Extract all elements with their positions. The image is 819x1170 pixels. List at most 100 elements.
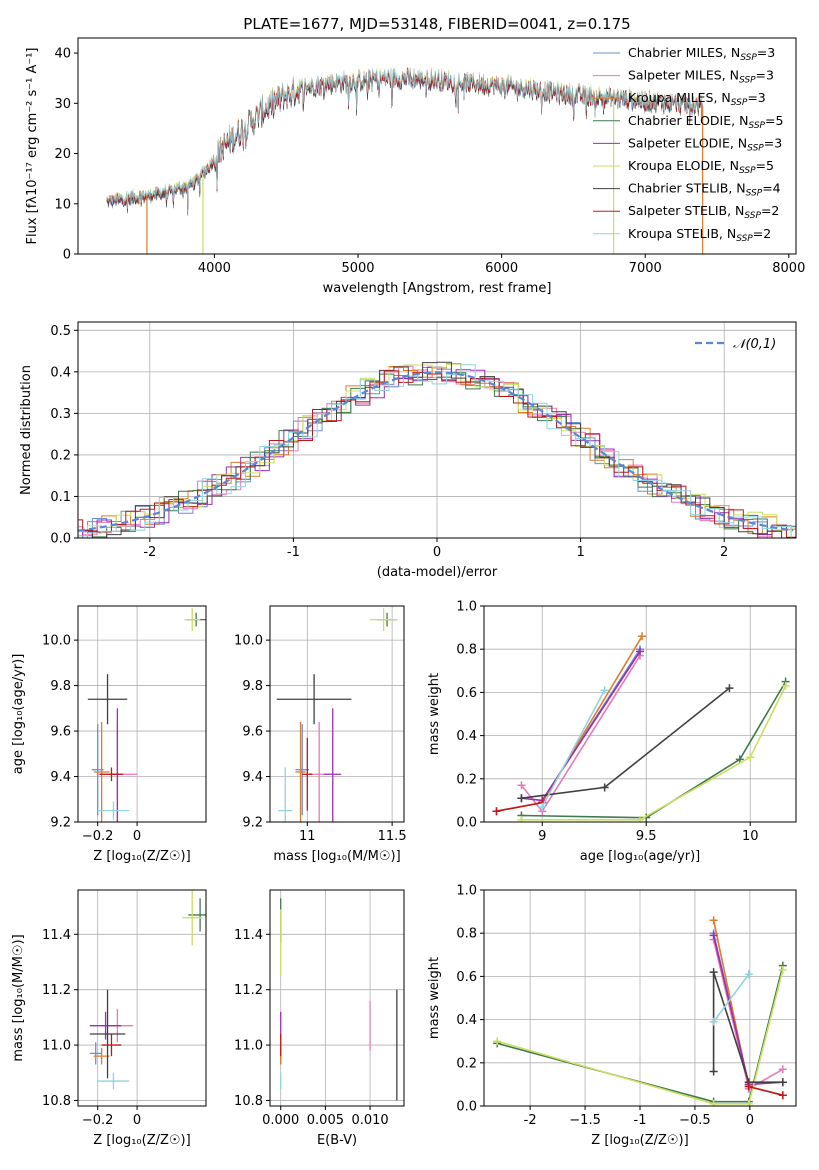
chart-residuals: -2 -1 0 1 2 0.0 0.1 0.2 0.3 0.4 0.5 (data-model)/er… [19, 321, 797, 580]
legend-label: Salpeter MILES, NSSP=3 [628, 68, 774, 86]
legend-label: Kroupa MILES, NSSP=3 [628, 90, 766, 108]
data-point-marker [778, 1091, 787, 1100]
x-tick-label: 8000 [772, 261, 805, 276]
y-tick-label: 10.8 [234, 1094, 263, 1109]
x-tick-label: -1 [287, 545, 300, 560]
x-tick-label: 7000 [629, 261, 662, 276]
histogram-chabrier_stelib [78, 361, 796, 538]
x-axis-label: age [log₁₀(age/yr)] [580, 849, 701, 864]
chart-mass_vs_Z: −0.2 0 10.8 11.0 11.2 11.4 Z [log₁₀(Z/Z☉)] mass… [11, 889, 207, 1148]
axes-frame [483, 889, 797, 1107]
series-salpeter_stelib [492, 798, 547, 816]
y-axis-label: mass weight [427, 673, 442, 755]
x-tick-label: 11 [299, 829, 316, 844]
series-salpeter_stelib [744, 1082, 787, 1100]
x-tick-label: -2 [524, 1113, 537, 1128]
data-point-marker [709, 1067, 718, 1076]
x-tick-label: 0.010 [351, 1113, 388, 1128]
data-point-marker [778, 1078, 787, 1087]
errorbar-point [324, 708, 342, 822]
x-axis-label: mass [log₁₀(M/M☉)] [273, 849, 400, 864]
x-tick-label: 11.5 [378, 829, 407, 844]
chart-age_vs_Z: −0.2 0 9.2 9.4 9.6 9.8 10.0 Z [log₁₀(Z/Z☉)] age … [11, 605, 207, 864]
axes-frame [77, 37, 797, 255]
chart-mass_vs_ebv: 0.000 0.005 0.010 10.8 11.0 11.2 11.4 E(B-V) [234, 889, 405, 1148]
data-point-marker [517, 781, 526, 790]
errorbar-point [184, 608, 201, 632]
y-tick-label: 0.6 [456, 686, 477, 701]
data-point-marker [725, 684, 734, 693]
x-tick-label: 0 [133, 829, 141, 844]
plot-area [280, 898, 398, 1101]
x-tick-label: −0.5 [679, 1113, 711, 1128]
y-tick-label: 11.4 [42, 928, 71, 943]
errorbar-point [182, 890, 203, 946]
axes-frame [77, 321, 797, 539]
y-tick-label: 10.0 [42, 634, 71, 649]
errorbar-point [89, 1011, 122, 1040]
y-tick-label: 0.2 [456, 1056, 477, 1071]
errorbar-point [93, 1047, 110, 1065]
series-line [521, 650, 641, 802]
x-tick-label: 0 [133, 1113, 141, 1128]
data-point-marker [744, 1082, 753, 1091]
y-tick-label: 1.0 [456, 600, 477, 615]
series-kroupa_elodie [493, 965, 787, 1106]
plot-area [493, 916, 787, 1106]
y-tick-label: 0.4 [456, 729, 477, 744]
series-line [521, 685, 787, 821]
y-tick-label: 10.0 [234, 634, 263, 649]
y-tick-label: 0.0 [50, 532, 71, 547]
series-kroupa_miles [709, 916, 787, 1100]
y-tick-label: 20 [54, 147, 71, 162]
gaussian-curve [78, 371, 794, 532]
y-tick-label: 10 [54, 197, 71, 212]
y-tick-label: 0.0 [456, 1100, 477, 1115]
y-tick-label: 11.2 [234, 983, 263, 998]
y-tick-label: 0.0 [456, 816, 477, 831]
errorbar-point [93, 721, 110, 822]
errorbar-point [97, 1072, 130, 1090]
histogram-salpeter_miles [78, 365, 796, 537]
x-axis-label: E(B-V) [317, 1133, 357, 1148]
y-tick-label: 0.4 [456, 1013, 477, 1028]
y-axis-label: Flux [fλ10⁻¹⁷ erg cm⁻² s⁻¹ A⁻¹] [25, 48, 40, 245]
y-tick-label: 9.8 [50, 679, 71, 694]
y-tick-label: 1.0 [456, 884, 477, 899]
data-point-marker [636, 815, 644, 822]
data-point-marker [636, 647, 644, 656]
series-line [712, 973, 750, 1023]
y-axis-label: mass [log₁₀(M/M☉)] [11, 934, 26, 1061]
series-salpeter_miles [517, 651, 644, 816]
x-tick-label: 0 [433, 545, 441, 560]
x-tick-label: 0.000 [262, 1113, 299, 1128]
series-kroupa_stelib [538, 686, 609, 811]
errorbar-point [295, 721, 306, 822]
legend: Chabrier MILES, NSSP=3 Salpeter MILES, NS… [593, 45, 783, 244]
errorbar-point [276, 674, 352, 725]
histogram-salpeter_elodie [78, 366, 796, 538]
series-line [496, 969, 784, 1105]
plot-area [87, 608, 206, 822]
y-axis-label: age [log₁₀(age/yr)] [11, 654, 26, 775]
axes-frame [483, 605, 797, 823]
data-point-marker [746, 753, 755, 762]
y-tick-label: 40 [54, 47, 71, 62]
histogram-kroupa_elodie [78, 363, 796, 532]
series-kroupa_miles [492, 632, 647, 816]
y-tick-label: 9.8 [242, 679, 263, 694]
chart-weight_vs_Z: -2 −1.5 -1 −0.5 0 0.0 0.2 0.4 0.6 0.8 1.0 Z [log₁₀(… [427, 884, 797, 1148]
legend-label: Kroupa STELIB, NSSP=2 [628, 226, 771, 244]
data-point-marker [538, 802, 547, 811]
legend-label: Chabrier ELODIE, NSSP=5 [628, 113, 783, 131]
y-tick-label: 0.2 [456, 772, 477, 787]
data-point-marker [709, 1017, 718, 1026]
y-tick-label: 0.8 [456, 927, 477, 942]
data-point-marker [735, 755, 744, 764]
y-tick-label: 11.0 [234, 1039, 263, 1054]
plot-area [492, 632, 790, 822]
plot-area [276, 608, 398, 822]
y-tick-label: 9.4 [50, 770, 71, 785]
x-tick-label: 1 [576, 545, 584, 560]
axes-frame [77, 605, 207, 823]
